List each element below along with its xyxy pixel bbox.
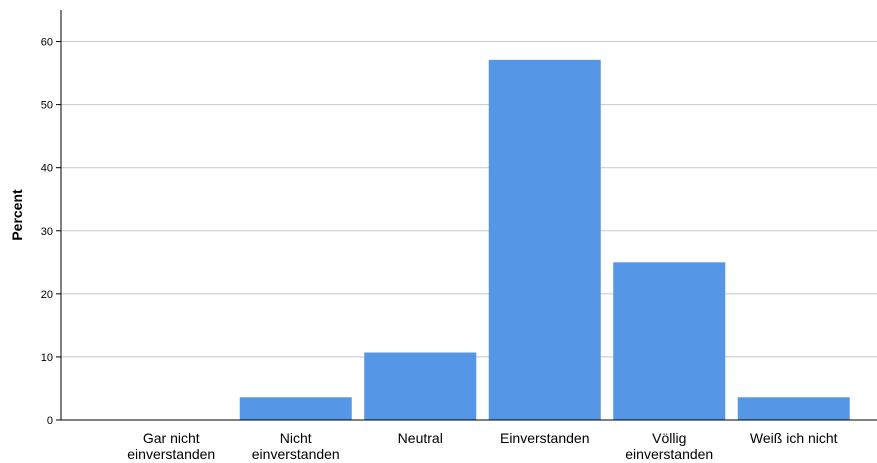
y-axis-title: Percent	[9, 189, 25, 241]
x-tick-label: Nicht einverstanden	[252, 430, 340, 462]
y-tick-label: 50	[41, 100, 53, 112]
x-tick-label: Neutral	[398, 430, 443, 446]
gridlines	[56, 41, 877, 421]
bar	[737, 397, 850, 420]
y-tick-label: 30	[41, 226, 53, 238]
bars	[239, 59, 850, 420]
axes	[60, 10, 877, 421]
y-tick-label: 0	[47, 415, 53, 427]
x-tick-labels: Gar nicht einverstanden Nicht einverstanden…	[127, 430, 837, 462]
x-tick-label: Völlig einverstanden	[625, 430, 713, 462]
y-tick-label: 20	[41, 289, 53, 301]
bar	[364, 352, 477, 420]
x-tick-label: Weiß ich nicht	[750, 430, 838, 446]
y-tick-label: 10	[41, 352, 53, 364]
bar	[488, 59, 601, 420]
x-tick-label: Gar nicht einverstanden	[127, 430, 215, 462]
bar	[239, 397, 352, 420]
x-tick-label: Einverstanden	[500, 430, 590, 446]
bar	[613, 262, 726, 420]
y-tick-label: 60	[41, 37, 53, 49]
y-tick-label: 40	[41, 163, 53, 175]
y-tick-labels: 0 10 20 30 40 50 60	[41, 37, 53, 427]
